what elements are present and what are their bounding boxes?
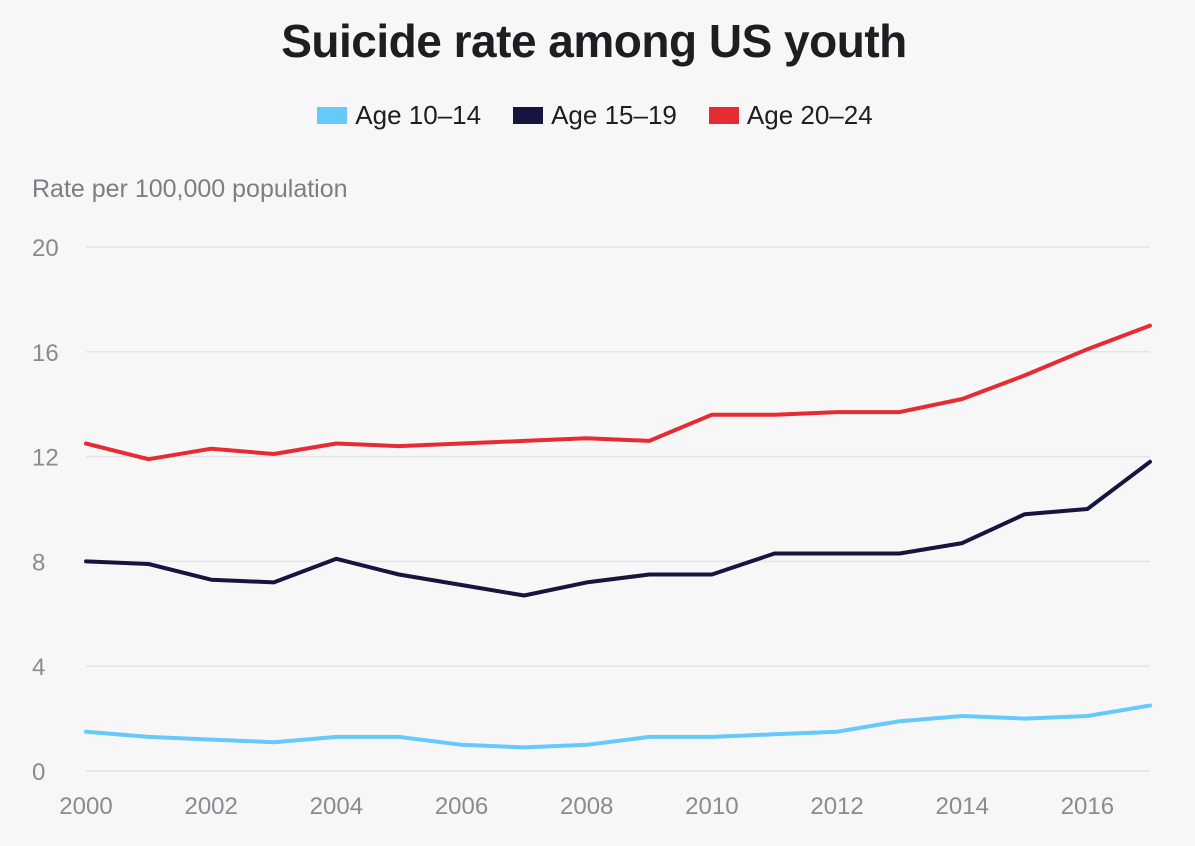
- series-lines: [84, 323, 1152, 750]
- x-tick-label-2000: 2000: [59, 793, 112, 820]
- series-line-age-20-24: [84, 323, 1152, 462]
- y-tick-label-12: 12: [32, 445, 59, 472]
- x-tick-label-2006: 2006: [435, 793, 488, 820]
- y-axis-ticks: 0 4 8 12 16 20: [32, 235, 59, 786]
- y-tick-label-8: 8: [32, 549, 45, 576]
- x-tick-label-2002: 2002: [184, 793, 237, 820]
- legend-label-age-10-14: Age 10–14: [355, 100, 482, 130]
- y-axis-label: Rate per 100,000 population: [32, 175, 348, 203]
- x-tick-label-2012: 2012: [810, 793, 863, 820]
- x-tick-label-2004: 2004: [310, 793, 363, 820]
- chart-title: Suicide rate among US youth: [281, 15, 907, 67]
- y-tick-label-0: 0: [32, 759, 45, 786]
- legend-item-age-20-24: Age 20–24: [708, 100, 873, 131]
- legend-item-age-15-19: Age 15–19: [513, 100, 677, 131]
- y-tick-label-16: 16: [32, 340, 59, 367]
- x-tick-label-2016: 2016: [1061, 793, 1114, 820]
- legend-swatch-age-10-14: [317, 107, 348, 124]
- x-tick-label-2008: 2008: [560, 793, 613, 820]
- x-tick-label-2014: 2014: [936, 793, 989, 820]
- x-axis-ticks: 2000 2002 2004 2006 2008 2010 2012 2014 2016: [59, 793, 1114, 820]
- y-tick-label-20: 20: [32, 235, 59, 262]
- legend-label-age-15-19: Age 15–19: [551, 100, 677, 130]
- series-line-age-15-19: [84, 459, 1152, 598]
- legend-swatch-age-15-19: [513, 107, 544, 124]
- legend-swatch-age-20-24: [708, 107, 739, 124]
- series-line-age-10-14: [84, 703, 1152, 750]
- legend: Age 10–14 Age 15–19 Age 20–24: [0, 100, 1190, 131]
- y-tick-label-4: 4: [32, 654, 45, 681]
- grid-lines: [86, 246, 1150, 772]
- legend-item-age-10-14: Age 10–14: [317, 100, 481, 131]
- x-tick-label-2010: 2010: [685, 793, 738, 820]
- legend-label-age-20-24: Age 20–24: [746, 100, 873, 130]
